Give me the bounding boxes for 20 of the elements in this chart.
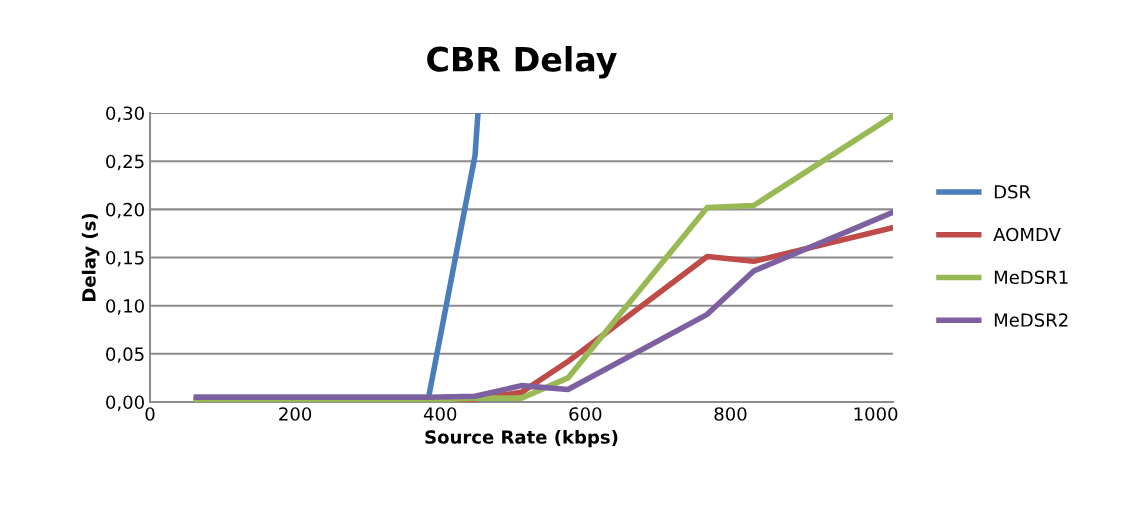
x-tick-label: 200 bbox=[279, 407, 312, 421]
legend-label: MeDSR2 bbox=[994, 313, 1068, 327]
y-tick-label: 0,25 bbox=[106, 154, 144, 171]
y-tick-label: 0,15 bbox=[106, 250, 144, 267]
y-tick-label: 0,05 bbox=[106, 347, 144, 363]
y-axis-title: Delay (s) bbox=[81, 213, 100, 302]
x-tick-label: 0 bbox=[145, 407, 155, 421]
legend-label: DSR bbox=[994, 184, 1031, 199]
x-axis-title: Source Rate (kbps) bbox=[425, 429, 618, 448]
legend-label: AOMDV bbox=[993, 227, 1061, 242]
x-tick-label: 400 bbox=[423, 407, 457, 421]
legend-label: MeDSR1 bbox=[994, 270, 1068, 285]
x-tick-label: 600 bbox=[569, 407, 602, 421]
y-tick-label: 0,20 bbox=[106, 202, 144, 219]
x-tick-label: 1000 bbox=[854, 407, 898, 421]
y-tick-label: 0,00 bbox=[106, 395, 144, 411]
y-tick-label: 0,30 bbox=[106, 106, 144, 122]
x-tick-label: 800 bbox=[714, 407, 747, 421]
y-tick-label: 0,10 bbox=[106, 299, 144, 315]
chart-title: CBR Delay bbox=[427, 46, 617, 79]
